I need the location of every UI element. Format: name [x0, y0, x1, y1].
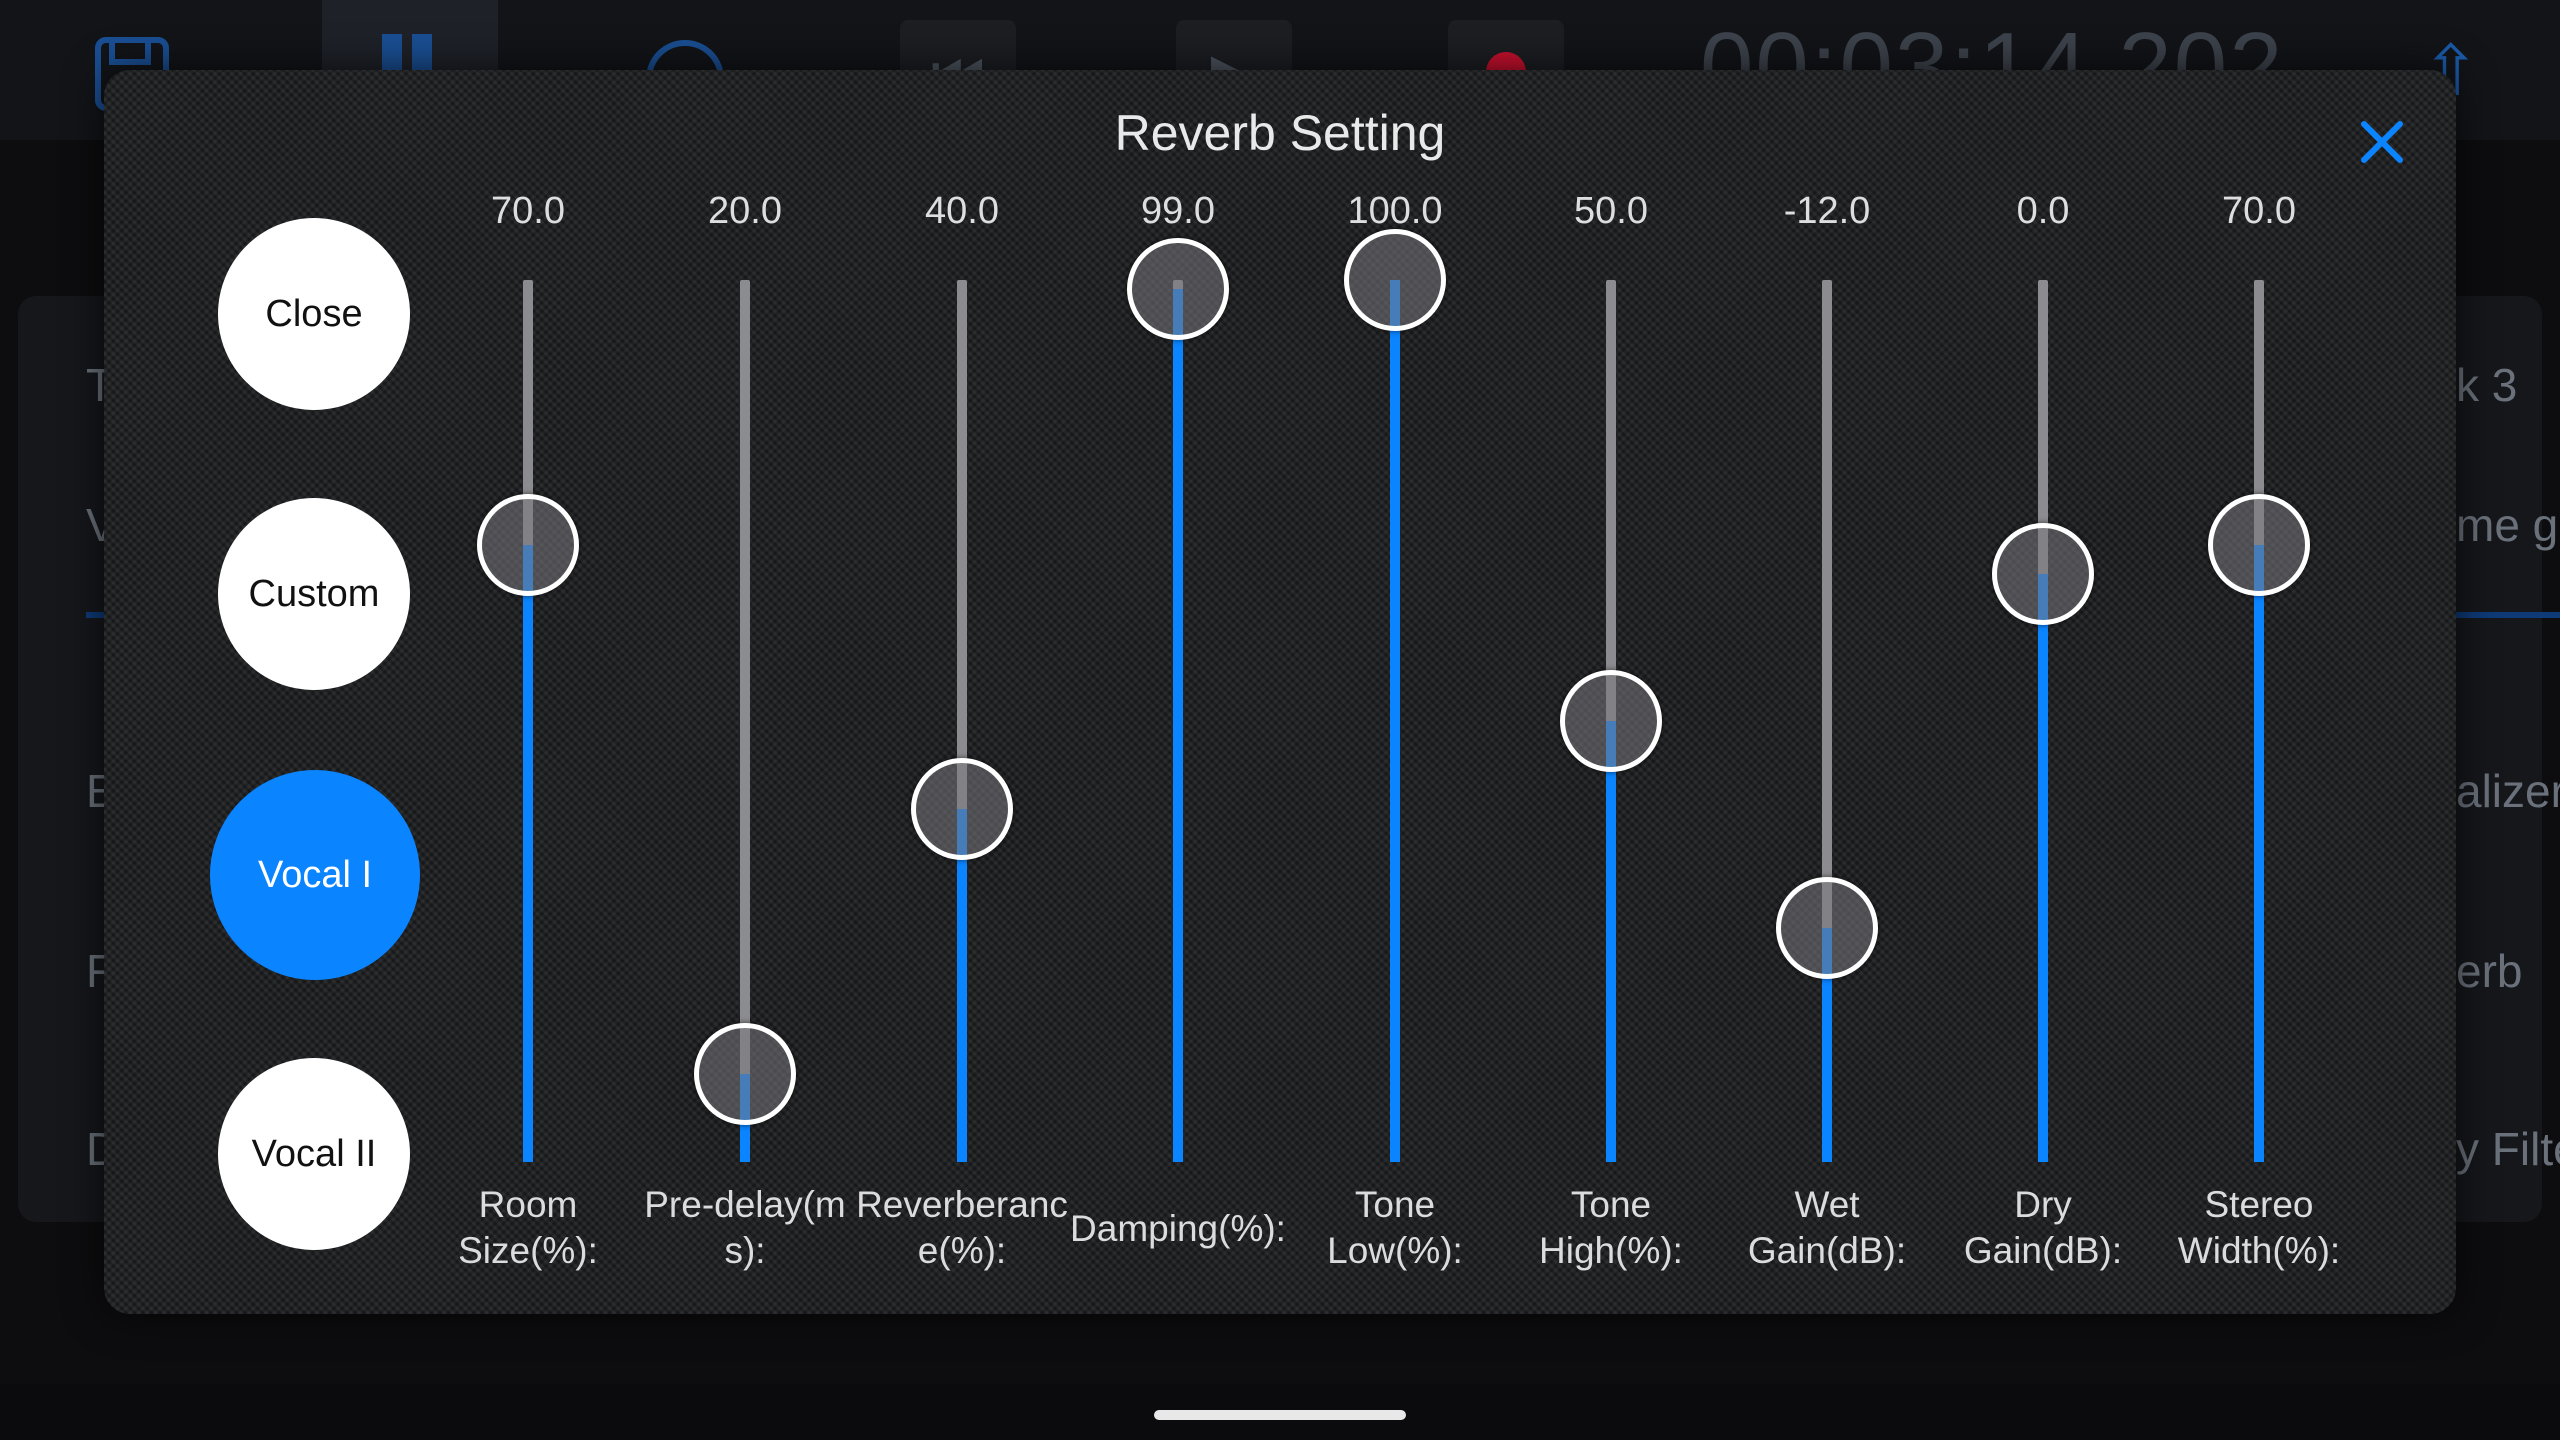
slider-label: Reverberanc e(%):	[856, 1184, 1068, 1271]
preset-label: Custom	[248, 572, 380, 615]
slider-track[interactable]	[523, 280, 533, 1162]
slider-value: 70.0	[491, 190, 565, 232]
slider-thumb[interactable]	[1776, 877, 1878, 980]
background-divider	[2456, 612, 2560, 618]
preset-vocal-i-button[interactable]: Vocal I	[210, 770, 420, 980]
slider-thumb[interactable]	[1992, 522, 2094, 625]
slider-track[interactable]	[2038, 280, 2048, 1162]
slider-track[interactable]	[1173, 280, 1183, 1162]
slider-value: 99.0	[1141, 190, 1215, 232]
slider-fill	[2254, 544, 2264, 1162]
preset-label: Close	[265, 292, 363, 335]
tone-high-slider: 50.0 Tone High(%):	[1539, 70, 1683, 1314]
slider-label: Tone High(%):	[1539, 1184, 1683, 1271]
slider-fill	[523, 544, 533, 1162]
reverberance-slider: 40.0 Reverberanc e(%):	[856, 70, 1068, 1314]
slider-value: 20.0	[708, 190, 782, 232]
slider-fill	[1822, 928, 1832, 1162]
background-text: k 3	[2456, 359, 2518, 411]
slider-value: 50.0	[1574, 190, 1648, 232]
slider-thumb[interactable]	[911, 758, 1013, 861]
slider-thumb[interactable]	[2208, 493, 2310, 596]
slider-fill	[957, 809, 967, 1162]
pre-delay-slider: 20.0 Pre-delay(m s):	[644, 70, 846, 1314]
slider-fill	[2038, 573, 2048, 1162]
close-icon[interactable]	[2350, 110, 2414, 174]
slider-fill	[1173, 288, 1183, 1162]
slider-track[interactable]	[1390, 280, 1400, 1162]
preset-close-button[interactable]: Close	[218, 218, 410, 410]
slider-thumb[interactable]	[1344, 229, 1446, 331]
wet-gain-slider: -12.0 Wet Gain(dB):	[1748, 70, 1906, 1314]
slider-value: 0.0	[2016, 190, 2070, 232]
slider-track[interactable]	[2254, 280, 2264, 1162]
slider-label: Room Size(%):	[458, 1184, 598, 1271]
slider-value: -12.0	[1783, 190, 1871, 232]
slider-thumb[interactable]	[1127, 237, 1229, 340]
slider-thumb[interactable]	[477, 493, 579, 596]
slider-fill	[1390, 280, 1400, 1162]
stereo-width-slider: 70.0 Stereo Width(%):	[2178, 70, 2340, 1314]
slider-track[interactable]	[1822, 280, 1832, 1162]
background-text: y Filte	[2456, 1123, 2560, 1175]
preset-label: Vocal II	[251, 1132, 377, 1175]
dialog-title: Reverb Setting	[1114, 105, 1446, 161]
tone-low-slider: 100.0 Tone Low(%):	[1327, 70, 1463, 1314]
reverb-setting-dialog: Reverb Setting Close Custom Vocal I Voca…	[104, 70, 2456, 1314]
slider-value: 70.0	[2222, 190, 2296, 232]
slider-thumb[interactable]	[694, 1022, 796, 1125]
background-text: erb	[2456, 945, 2523, 997]
slider-label: Wet Gain(dB):	[1747, 1184, 1907, 1271]
home-indicator[interactable]	[1154, 1410, 1406, 1420]
slider-track[interactable]	[957, 280, 967, 1162]
background-text: alizer	[2456, 765, 2560, 817]
slider-thumb[interactable]	[1560, 670, 1662, 772]
slider-fill	[1606, 721, 1616, 1162]
preset-vocal-ii-button[interactable]: Vocal II	[218, 1058, 410, 1250]
slider-label: Pre-delay(m s):	[644, 1184, 846, 1271]
slider-value: 40.0	[925, 190, 999, 232]
damping-slider: 99.0 Damping(%):	[1070, 70, 1286, 1314]
background-text: me g	[2456, 499, 2559, 551]
slider-label: Stereo Width(%):	[2177, 1184, 2341, 1271]
slider-label: Tone Low(%):	[1327, 1184, 1463, 1271]
slider-value: 100.0	[1347, 190, 1443, 232]
preset-custom-button[interactable]: Custom	[218, 498, 410, 690]
slider-label: Dry Gain(dB):	[1963, 1184, 2123, 1271]
room-size-slider: 70.0 Room Size(%):	[458, 70, 598, 1314]
slider-label: Damping(%):	[1070, 1208, 1286, 1249]
dry-gain-slider: 0.0 Dry Gain(dB):	[1964, 70, 2122, 1314]
preset-label: Vocal I	[257, 853, 373, 896]
